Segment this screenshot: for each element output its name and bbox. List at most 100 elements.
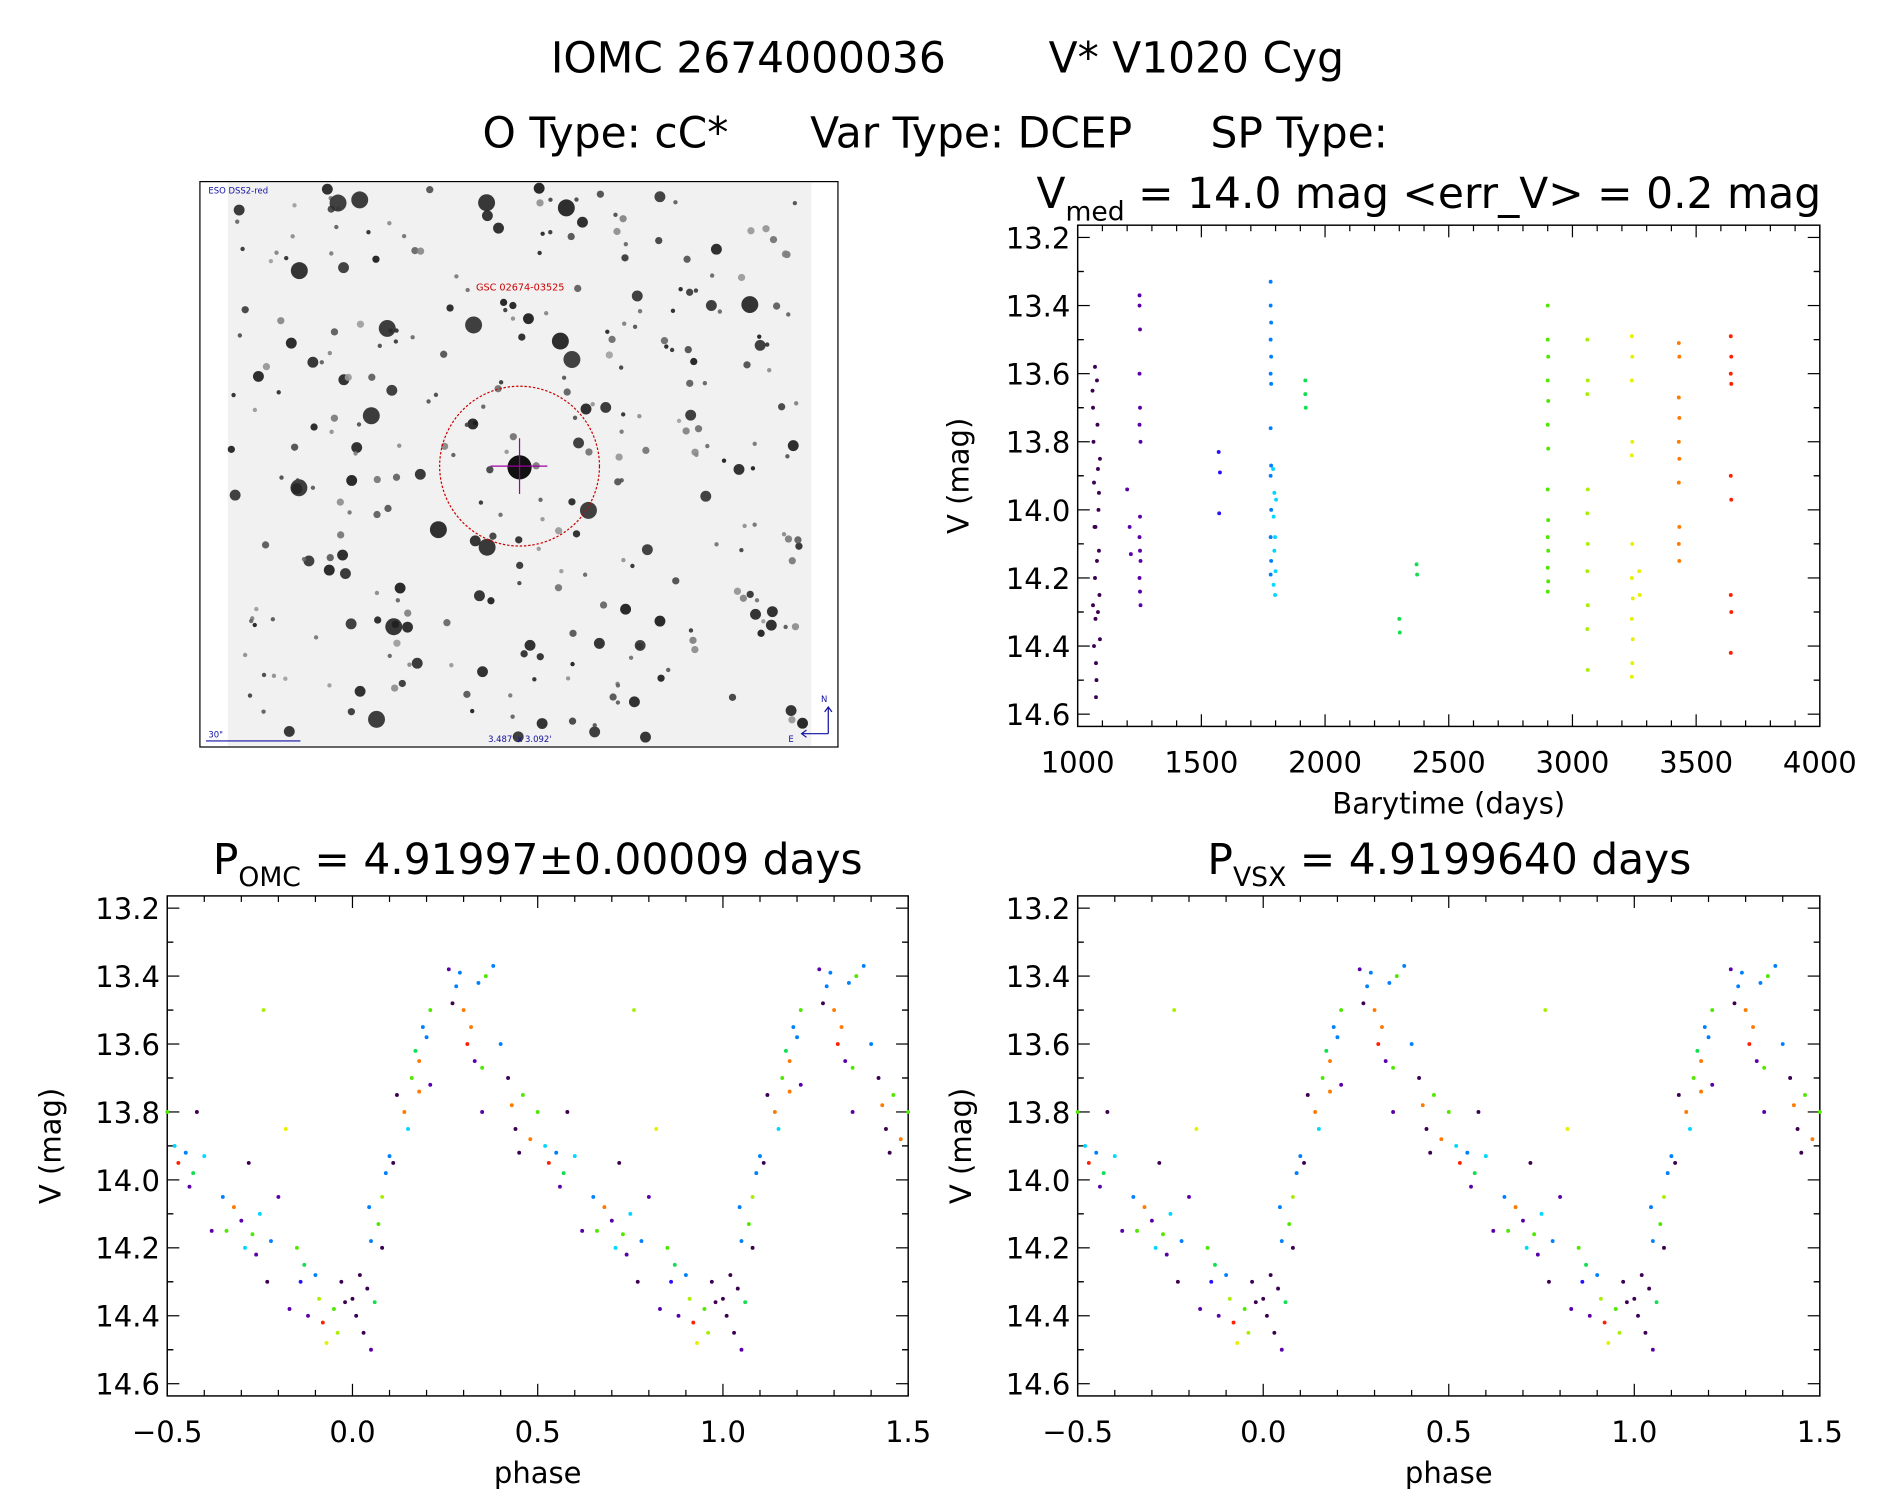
data-point xyxy=(1272,548,1277,553)
data-point xyxy=(839,1025,844,1029)
star xyxy=(750,466,756,471)
scale-label: 30" xyxy=(208,729,223,739)
star xyxy=(631,290,643,302)
data-point xyxy=(1273,569,1278,574)
data-point xyxy=(1096,467,1100,471)
data-point xyxy=(713,1300,718,1305)
data-point xyxy=(1268,1273,1273,1277)
star xyxy=(551,332,569,350)
data-point xyxy=(369,1347,373,1352)
star xyxy=(794,536,802,544)
data-point xyxy=(898,1137,903,1142)
data-point xyxy=(428,1082,433,1087)
data-point xyxy=(554,1150,559,1155)
data-point xyxy=(595,1228,599,1233)
plot-title: POMC = 4.91997±0.00009 days xyxy=(213,835,863,893)
star xyxy=(340,568,351,580)
data-point xyxy=(691,1320,696,1325)
data-point xyxy=(1227,1296,1232,1301)
data-point xyxy=(1209,1279,1214,1284)
star xyxy=(619,215,627,223)
star xyxy=(493,222,504,234)
star xyxy=(761,619,766,624)
star xyxy=(353,451,358,456)
star xyxy=(481,404,486,409)
data-point xyxy=(1269,354,1274,359)
data-point xyxy=(1153,1245,1158,1250)
y-tick-label: 14.0 xyxy=(95,1164,160,1198)
star xyxy=(685,288,694,296)
data-point xyxy=(1585,569,1590,574)
star xyxy=(283,725,295,737)
data-point xyxy=(1729,497,1734,502)
data-point xyxy=(1545,422,1550,427)
data-point xyxy=(669,1279,674,1284)
data-point xyxy=(320,1320,325,1325)
star xyxy=(440,350,448,358)
star xyxy=(295,478,300,483)
y-tick-label: 13.8 xyxy=(95,1096,160,1130)
star xyxy=(548,197,553,202)
data-point xyxy=(1506,1228,1511,1233)
plot-frame xyxy=(1076,895,1821,1397)
star xyxy=(705,300,717,311)
data-point xyxy=(1543,1008,1548,1012)
star xyxy=(509,301,517,310)
data-point xyxy=(1368,970,1373,975)
star xyxy=(242,652,248,658)
star xyxy=(694,425,703,433)
data-point xyxy=(413,1048,418,1053)
data-point xyxy=(276,1194,281,1199)
data-point xyxy=(1758,980,1763,985)
plot-title: Vmed = 14.0 mag <err_V> = 0.2 mag xyxy=(1036,169,1821,227)
star xyxy=(261,541,270,549)
plot-title: PVSX = 4.9199640 days xyxy=(1207,835,1691,893)
x-tick-label: 2500 xyxy=(1412,745,1486,779)
data-point xyxy=(324,1341,329,1345)
data-point xyxy=(1469,1184,1473,1189)
x-tick-label: 1.5 xyxy=(1797,1415,1843,1449)
data-point xyxy=(632,1008,636,1012)
star xyxy=(508,693,513,698)
data-point xyxy=(1706,1035,1711,1040)
star xyxy=(344,373,352,382)
data-point xyxy=(461,1008,466,1012)
star xyxy=(337,531,345,539)
data-point xyxy=(1580,1279,1585,1284)
data-point xyxy=(772,1110,777,1114)
data-point xyxy=(1138,548,1142,553)
data-point xyxy=(695,1341,699,1345)
data-point xyxy=(1702,1025,1707,1029)
star xyxy=(752,441,757,446)
data-point xyxy=(1098,637,1102,642)
data-point xyxy=(1120,1228,1125,1233)
x-axis-label: phase xyxy=(1405,1456,1493,1490)
data-point xyxy=(843,1059,848,1063)
data-point xyxy=(580,1228,585,1233)
data-point xyxy=(417,1089,422,1094)
lightcurve-plot: Vmed = 14.0 mag <err_V> = 0.2 mag Barytim… xyxy=(942,169,1857,820)
star xyxy=(481,210,493,222)
star xyxy=(669,347,675,353)
data-point xyxy=(1217,511,1222,516)
fov-label: 3.487' x 3.092' xyxy=(488,734,552,744)
data-point xyxy=(1649,1205,1653,1210)
star xyxy=(721,458,727,463)
data-point xyxy=(846,980,851,985)
data-point xyxy=(1083,1143,1088,1148)
x-tick-label: 0.0 xyxy=(329,1415,375,1449)
data-point xyxy=(1532,1232,1537,1237)
data-point xyxy=(1584,1262,1588,1267)
data-point xyxy=(1097,548,1101,553)
data-point xyxy=(1194,1127,1199,1131)
y-tick-label: 14.6 xyxy=(1006,1368,1071,1402)
data-point xyxy=(1138,514,1142,519)
star xyxy=(337,549,349,561)
star xyxy=(391,684,399,692)
data-point xyxy=(728,1273,733,1277)
data-point xyxy=(1621,1279,1626,1284)
data-point xyxy=(1093,616,1098,621)
star xyxy=(710,243,722,255)
data-point xyxy=(737,1205,742,1210)
